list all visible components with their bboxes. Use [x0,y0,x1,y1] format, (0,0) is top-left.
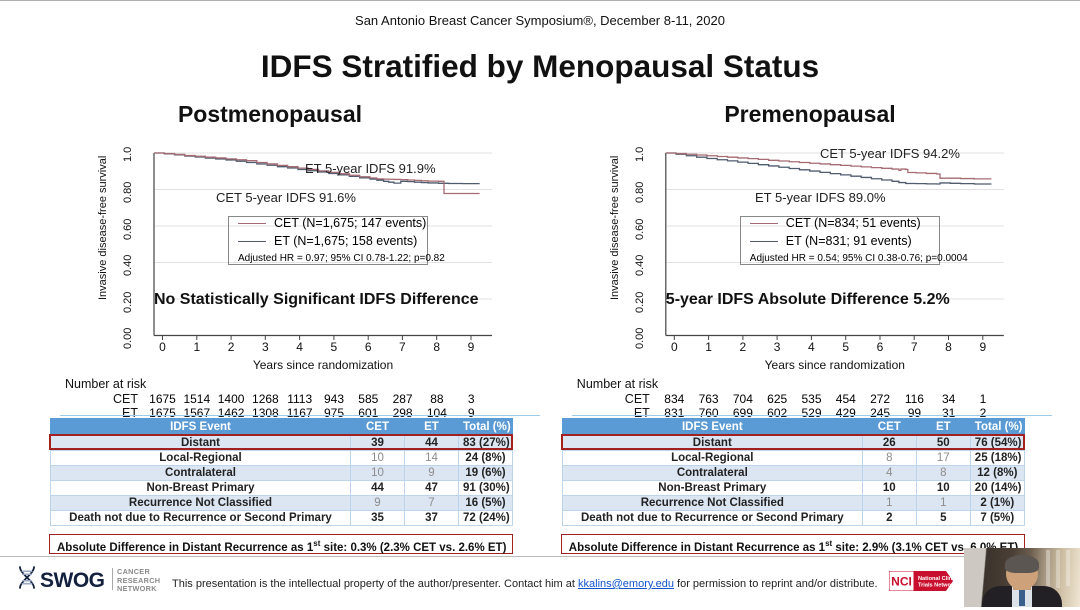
svg-text:8: 8 [433,340,440,354]
svg-text:5: 5 [331,340,338,354]
svg-text:2: 2 [228,340,235,354]
svg-text:1: 1 [705,340,712,354]
svg-text:8: 8 [945,340,952,354]
svg-text:2: 2 [740,340,747,354]
svg-text:6: 6 [365,340,372,354]
svg-text:4: 4 [296,340,303,354]
svg-text:National Clinical: National Clinical [918,576,962,582]
svg-text:7: 7 [399,340,406,354]
svg-text:NCI: NCI [891,575,912,589]
svg-text:Trials Network: Trials Network [918,583,957,589]
svg-text:1: 1 [193,340,200,354]
svg-text:0: 0 [671,340,678,354]
svg-text:3: 3 [774,340,781,354]
svg-text:9: 9 [468,340,475,354]
svg-text:3: 3 [262,340,269,354]
svg-text:4: 4 [808,340,815,354]
svg-text:6: 6 [877,340,884,354]
svg-text:5: 5 [842,340,849,354]
svg-text:7: 7 [911,340,918,354]
svg-text:0: 0 [159,340,166,354]
svg-text:9: 9 [979,340,986,354]
